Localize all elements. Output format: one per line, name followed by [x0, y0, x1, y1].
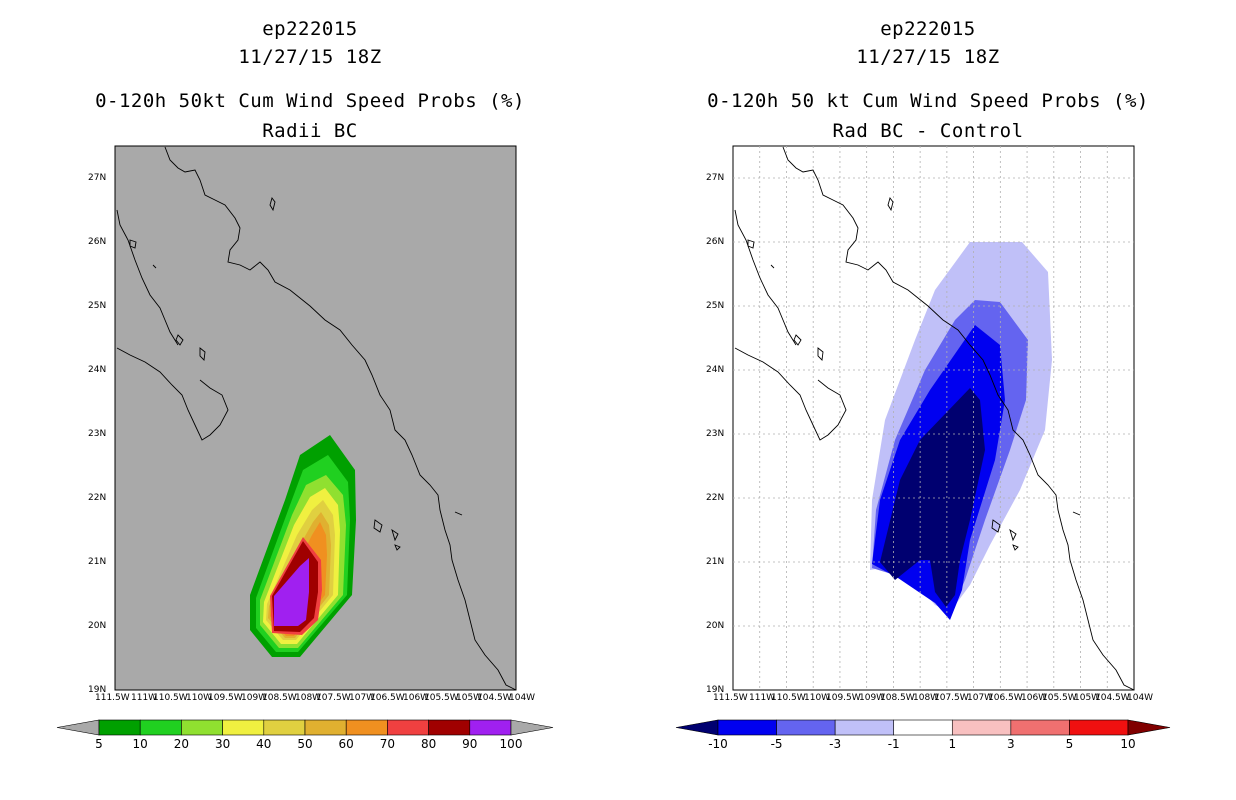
colorbar-swatch: [1069, 719, 1129, 736]
right-product-title: 0-120h 50 kt Cum Wind Speed Probs (%): [707, 90, 1149, 112]
colorbar-under-triangle: [675, 719, 719, 736]
colorbar-label: 50: [297, 737, 313, 751]
lon-label: 104W: [1127, 693, 1154, 703]
lon-label: 108W: [913, 693, 940, 703]
colorbar-swatch: [776, 719, 836, 736]
colorbar-label: 5: [1065, 737, 1074, 751]
lon-label: 106.5W: [370, 693, 405, 703]
lon-label: 110W: [186, 693, 213, 703]
right-grid: [733, 146, 1134, 690]
lat-label: 24N: [706, 365, 725, 375]
colorbar-label: -10: [708, 737, 728, 751]
colorbar-label: 70: [379, 737, 396, 751]
colorbar-over-triangle: [1127, 719, 1171, 736]
colorbar-label: 1: [948, 737, 957, 751]
lon-label: 105.5W: [1042, 693, 1077, 703]
colorbar-label: 10: [1120, 737, 1136, 751]
left-storm-id: ep222015: [262, 18, 358, 40]
colorbar-label: 80: [420, 737, 437, 751]
lon-label: 110.5W: [771, 693, 806, 703]
lon-label: 107.5W: [934, 693, 969, 703]
lon-label: 107W: [967, 693, 994, 703]
lat-label: 20N: [706, 621, 725, 631]
colorbar-label: -5: [770, 737, 783, 751]
lon-label: 106.5W: [988, 693, 1023, 703]
colorbar-label: 3: [1007, 737, 1015, 751]
lat-label: 27N: [88, 173, 107, 183]
colorbar-over-triangle: [510, 719, 554, 736]
left-coastline: [116, 146, 517, 691]
lon-label: 105.5W: [424, 693, 459, 703]
colorbar-label: 10: [132, 737, 148, 751]
colorbar-label: -3: [829, 737, 842, 751]
lon-label: 106W: [1021, 693, 1048, 703]
lat-label: 25N: [88, 301, 107, 311]
lon-label: 111W: [749, 693, 776, 703]
right-storm-id: ep222015: [880, 18, 976, 40]
colorbar-label: 40: [256, 737, 272, 751]
colorbar-label: 60: [338, 737, 354, 751]
lon-label: 109W: [241, 693, 268, 703]
colorbar-swatch: [834, 719, 895, 736]
lon-label: 109.5W: [826, 693, 861, 703]
lat-label: 25N: [706, 301, 725, 311]
lon-label: 104.5W: [1095, 693, 1130, 703]
lon-label: 105W: [456, 693, 483, 703]
colorbar-label: 90: [462, 737, 478, 751]
right-datetime: 11/27/15 18Z: [856, 46, 1000, 68]
lat-label: 21N: [88, 557, 107, 567]
lon-label: 107W: [349, 693, 376, 703]
left-product-title: 0-120h 50kt Cum Wind Speed Probs (%): [95, 90, 525, 112]
lat-label: 24N: [88, 365, 107, 375]
left-subtitle: Radii BC: [262, 120, 358, 142]
colorbar-swatch: [717, 719, 777, 736]
lon-label: 111.5W: [95, 693, 130, 703]
colorbar-swatch: [1010, 719, 1070, 736]
colorbar-label: 100: [499, 737, 523, 751]
lon-label: 111W: [131, 693, 158, 703]
lat-label: 19N: [88, 685, 107, 695]
lat-label: 22N: [706, 493, 725, 503]
lat-label: 23N: [88, 429, 107, 439]
left-probability-contours: [250, 435, 356, 657]
lon-label: 110W: [804, 693, 831, 703]
lat-label: 21N: [706, 557, 725, 567]
colorbar-label: 20: [173, 737, 190, 751]
lat-label: 19N: [706, 685, 725, 695]
right-difference-contours: [870, 242, 1052, 620]
lon-label: 108W: [295, 693, 322, 703]
colorbar-swatch: [893, 719, 953, 736]
lon-label: 104.5W: [477, 693, 512, 703]
lon-label: 111.5W: [713, 693, 748, 703]
lat-label: 27N: [706, 173, 725, 183]
right-coastline: [734, 146, 1135, 691]
lon-label: 109W: [859, 693, 886, 703]
colorbar-label: 5: [95, 737, 103, 751]
lon-label: 104W: [509, 693, 536, 703]
lon-label: 106W: [403, 693, 430, 703]
colorbar-swatch: [951, 719, 1012, 736]
contour-90: [274, 558, 309, 626]
lon-label: 108.5W: [880, 693, 915, 703]
colorbar-label: 30: [214, 737, 231, 751]
lat-label: 20N: [88, 621, 107, 631]
lat-label: 26N: [706, 237, 725, 247]
lon-label: 109.5W: [208, 693, 243, 703]
lon-label: 105W: [1074, 693, 1101, 703]
left-datetime: 11/27/15 18Z: [238, 46, 382, 68]
right-subtitle: Rad BC - Control: [832, 120, 1024, 142]
lat-label: 23N: [706, 429, 725, 439]
contour-minus10: [880, 388, 985, 607]
lat-label: 26N: [88, 237, 107, 247]
colorbar-label: -1: [887, 737, 900, 751]
lon-label: 108.5W: [262, 693, 297, 703]
lon-label: 110.5W: [153, 693, 188, 703]
lat-label: 22N: [88, 493, 107, 503]
lon-label: 107.5W: [316, 693, 351, 703]
